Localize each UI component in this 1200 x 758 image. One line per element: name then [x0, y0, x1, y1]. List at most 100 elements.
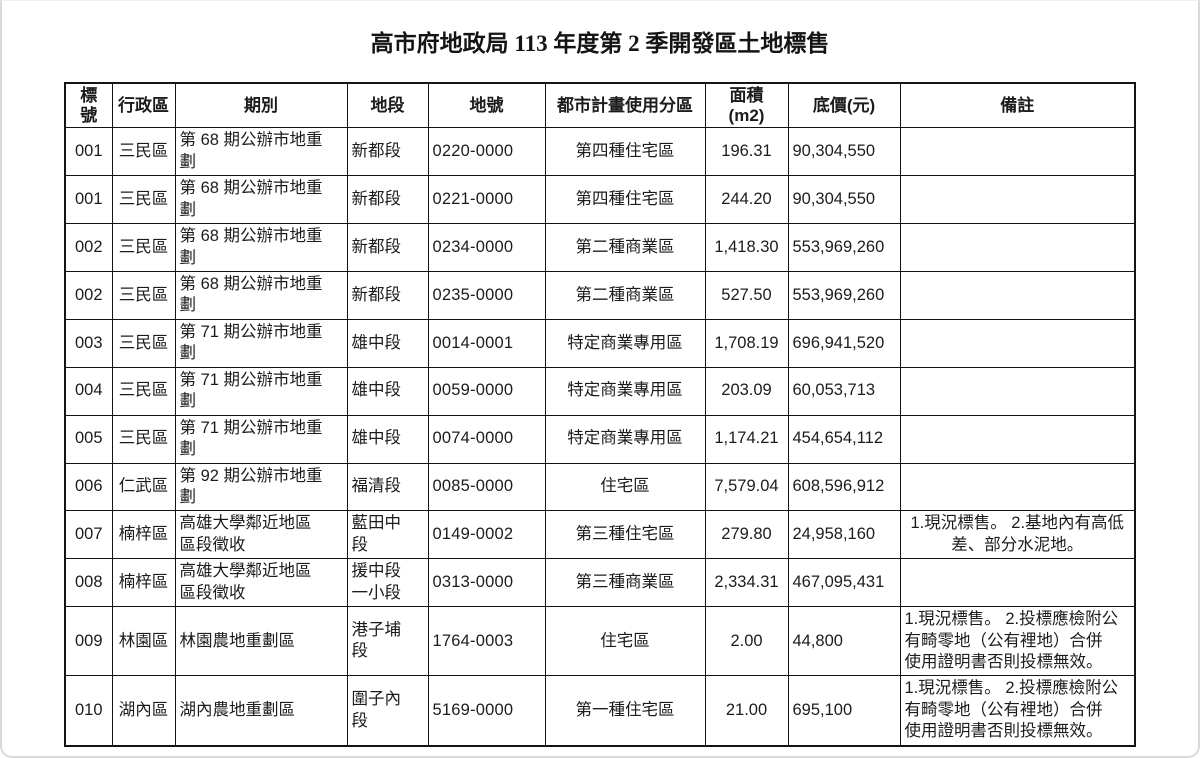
table-row: 002 三民區第 68 期公辦市地重 劃新都段 0234-0000 第二種商業區 1,4…: [64, 223, 1136, 273]
cell-bid-no: 002: [64, 271, 113, 320]
cell-area: 196.31: [704, 127, 789, 177]
cell-section: 藍田中 段: [346, 510, 429, 560]
table-row: 010 湖內區 湖內農地重劃區 圍子內 段 5169-0000 第一種住宅區 21.00 69…: [64, 675, 1136, 747]
table-row: 003 三民區第 71 期公辦市地重 劃雄中段 0014-0001 特定商業專用區 1,…: [64, 318, 1136, 368]
cell-area: 203.09: [704, 366, 789, 416]
cell-price: 90,304,550: [787, 175, 901, 225]
cell-bid-no: 001: [64, 127, 113, 177]
cell-parcel-no: 0014-0001: [427, 318, 546, 368]
header-parcel-no: 地號: [427, 82, 546, 129]
cell-zoning: 特定商業專用區: [544, 318, 706, 368]
cell-period: 湖內農地重劃區: [174, 675, 348, 747]
cell-remark: [899, 366, 1136, 416]
cell-district: 三民區: [111, 366, 176, 416]
cell-price: 90,304,550: [787, 127, 901, 177]
cell-period: 第 71 期公辦市地重 劃: [174, 318, 348, 368]
cell-zoning: 特定商業專用區: [544, 414, 706, 464]
cell-bid-no: 003: [64, 318, 113, 368]
cell-remark: [899, 558, 1136, 608]
cell-zoning: 特定商業專用區: [544, 366, 706, 416]
cell-district: 三民區: [111, 175, 176, 225]
cell-area: 279.80: [704, 510, 789, 560]
cell-price: 553,969,260: [787, 271, 901, 320]
cell-parcel-no: 0313-0000: [427, 558, 546, 608]
cell-zoning: 住宅區: [544, 462, 706, 512]
table-row: 002 三民區第 68 期公辦市地重 劃新都段 0235-0000 第二種商業區 527…: [64, 271, 1136, 320]
cell-zoning: 第四種住宅區: [544, 175, 706, 225]
header-area: 面積 (m2): [704, 82, 789, 129]
cell-parcel-no: 1764-0003: [427, 606, 546, 677]
cell-district: 三民區: [111, 414, 176, 464]
cell-zoning: 第一種住宅區: [544, 675, 706, 747]
cell-remark: 1.現況標售。 2.投標應檢附公 有畸零地（公有裡地）合併 使用證明書否則投標無…: [899, 606, 1136, 677]
cell-area: 527.50: [704, 271, 789, 320]
cell-district: 楠梓區: [111, 558, 176, 608]
cell-zoning: 第三種商業區: [544, 558, 706, 608]
cell-parcel-no: 0221-0000: [427, 175, 546, 225]
cell-period: 第 68 期公辦市地重 劃: [174, 127, 348, 177]
cell-parcel-no: 0234-0000: [427, 223, 546, 273]
cell-remark: 1.現況標售。 2.投標應檢附公 有畸零地（公有裡地）合併 使用證明書否則投標無…: [899, 675, 1136, 747]
cell-remark: [899, 414, 1136, 464]
cell-period: 高雄大學鄰近地區 區段徵收: [174, 558, 348, 608]
table-row: 005 三民區第 71 期公辦市地重 劃雄中段 0074-0000 特定商業專用區 1,…: [64, 414, 1136, 464]
cell-area: 7,579.04: [704, 462, 789, 512]
cell-price: 467,095,431: [787, 558, 901, 608]
cell-district: 楠梓區: [111, 510, 176, 560]
cell-price: 44,800: [787, 606, 901, 677]
cell-parcel-no: 0074-0000: [427, 414, 546, 464]
cell-district: 三民區: [111, 271, 176, 320]
cell-section: 雄中段: [346, 318, 429, 368]
header-district: 行政區: [111, 82, 176, 129]
cell-bid-no: 002: [64, 223, 113, 273]
cell-district: 三民區: [111, 127, 176, 177]
cell-price: 553,969,260: [787, 223, 901, 273]
cell-zoning: 第二種商業區: [544, 271, 706, 320]
header-bid-no: 標 號: [64, 82, 113, 129]
header-price: 底價(元): [787, 82, 901, 129]
cell-bid-no: 007: [64, 510, 113, 560]
page-title: 高市府地政局 113 年度第 2 季開發區土地標售: [370, 31, 830, 56]
cell-area: 21.00: [704, 675, 789, 747]
cell-period: 第 68 期公辦市地重 劃: [174, 223, 348, 273]
cell-parcel-no: 0220-0000: [427, 127, 546, 177]
table-row: 006 仁武區第 92 期公辦市地重 劃福清段 0085-0000 住宅區 7,579.…: [64, 462, 1136, 512]
cell-zoning: 住宅區: [544, 606, 706, 677]
cell-section: 福清段: [346, 462, 429, 512]
cell-section: 雄中段: [346, 414, 429, 464]
cell-price: 608,596,912: [787, 462, 901, 512]
cell-bid-no: 005: [64, 414, 113, 464]
table-row: 007 楠梓區 高雄大學鄰近地區 區段徵收 藍田中 段 0149-0002 第三種住宅區 2…: [64, 510, 1136, 560]
cell-period: 第 71 期公辦市地重 劃: [174, 366, 348, 416]
table-row: 001 三民區第 68 期公辦市地重 劃新都段 0220-0000 第四種住宅區 196…: [64, 127, 1136, 177]
cell-bid-no: 008: [64, 558, 113, 608]
cell-area: 2.00: [704, 606, 789, 677]
cell-section: 雄中段: [346, 366, 429, 416]
cell-price: 696,941,520: [787, 318, 901, 368]
land-auction-table: 標 號 行政區 期別 地段 地號 都市計畫使用分區 面積 (m2) 底價(元) …: [64, 82, 1136, 747]
table-row: 001 三民區第 68 期公辦市地重 劃新都段 0221-0000 第四種住宅區 244…: [64, 175, 1136, 225]
cell-section: 新都段: [346, 223, 429, 273]
cell-period: 第 68 期公辦市地重 劃: [174, 175, 348, 225]
cell-area: 2,334.31: [704, 558, 789, 608]
cell-bid-no: 004: [64, 366, 113, 416]
cell-district: 仁武區: [111, 462, 176, 512]
table-row: 009 林園區 林園農地重劃區 港子埔 段 1764-0003 住宅區 2.00 44,800…: [64, 606, 1136, 677]
cell-bid-no: 009: [64, 606, 113, 677]
cell-parcel-no: 0149-0002: [427, 510, 546, 560]
cell-section: 新都段: [346, 175, 429, 225]
table-row: 008 楠梓區 高雄大學鄰近地區 區段徵收 援中段 一小段 0313-0000 第三種商業…: [64, 558, 1136, 608]
cell-remark: [899, 318, 1136, 368]
cell-parcel-no: 5169-0000: [427, 675, 546, 747]
cell-bid-no: 010: [64, 675, 113, 747]
cell-remark: [899, 271, 1136, 320]
cell-bid-no: 006: [64, 462, 113, 512]
cell-period: 第 68 期公辦市地重 劃: [174, 271, 348, 320]
cell-section: 新都段: [346, 127, 429, 177]
cell-section: 港子埔 段: [346, 606, 429, 677]
cell-section: 圍子內 段: [346, 675, 429, 747]
cell-zoning: 第三種住宅區: [544, 510, 706, 560]
cell-remark: 1.現況標售。 2.基地內有高低 差、部分水泥地。: [899, 510, 1136, 560]
cell-price: 60,053,713: [787, 366, 901, 416]
